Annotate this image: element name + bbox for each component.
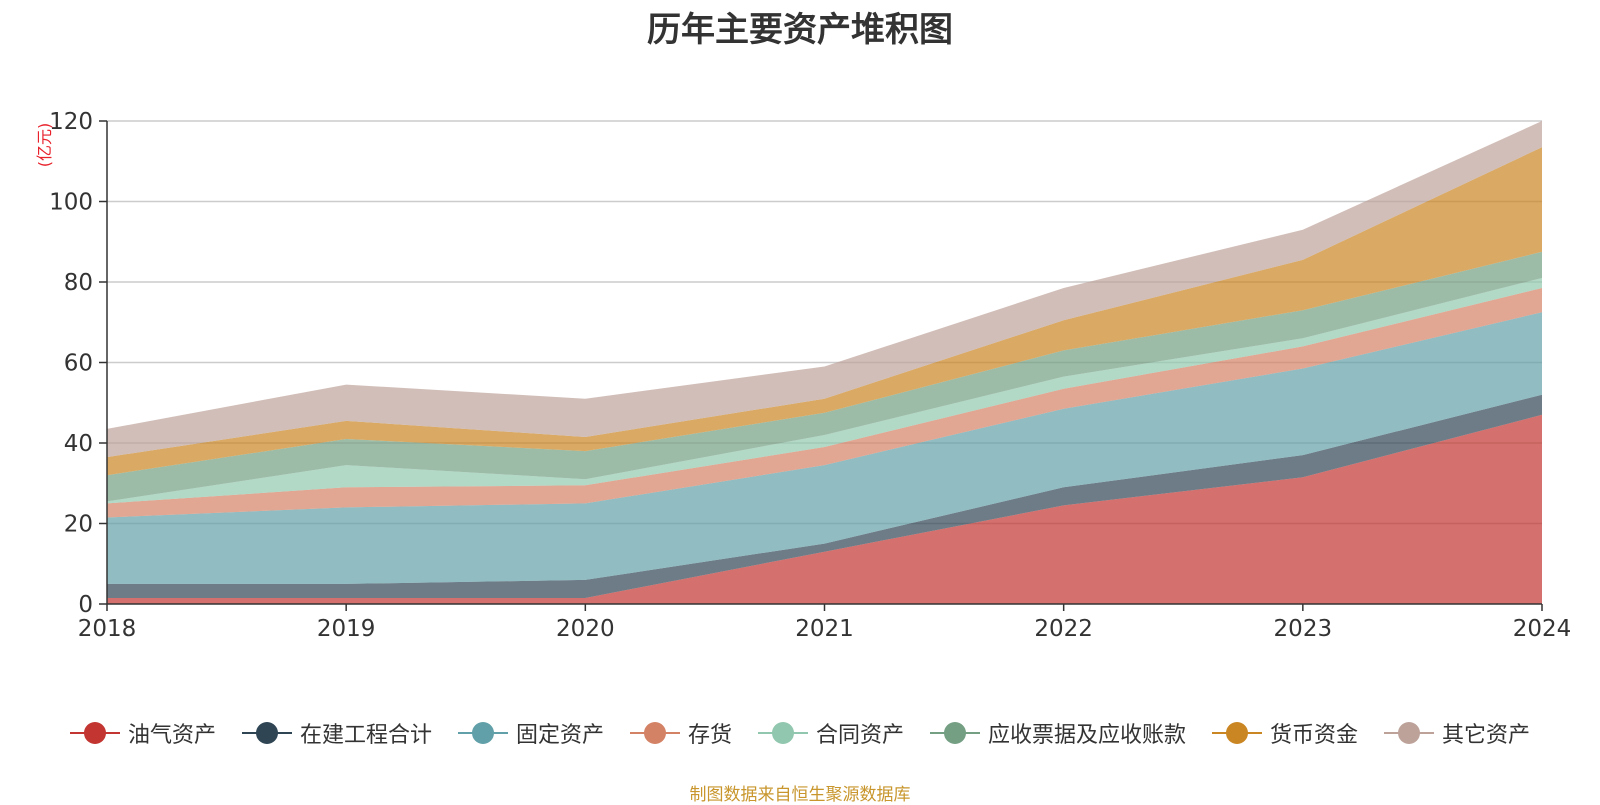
legend-item[interactable]: 合同资产 — [758, 717, 904, 749]
x-tick-label: 2023 — [1274, 616, 1333, 642]
legend-dot — [255, 722, 278, 744]
legend: 油气资产 在建工程合计 固定资产 存货 合同资产 应收票据及应收账款 货币资金 其它资产 — [0, 718, 1600, 748]
area-series-4 — [107, 288, 1542, 518]
legend-item[interactable]: 应收票据及应收账款 — [930, 717, 1186, 749]
x-tick-label: 2018 — [78, 616, 137, 642]
legend-label: 存货 — [687, 723, 732, 748]
legend-marker-icon — [1212, 722, 1263, 744]
legend-dot — [772, 722, 794, 744]
legend-marker-icon — [241, 722, 292, 744]
legend-marker-icon — [69, 722, 120, 744]
legend-dot — [1226, 722, 1249, 744]
legend-dot — [471, 722, 494, 744]
chart-title: 历年主要资产堆积图 — [647, 10, 953, 50]
legend-item[interactable]: 存货 — [629, 717, 732, 749]
legend-label: 货币资金 — [1270, 723, 1359, 748]
legend-label: 固定资产 — [515, 723, 604, 748]
x-tick-label: 2020 — [556, 616, 615, 642]
legend-marker-icon — [930, 722, 981, 744]
legend-label: 其它资产 — [1442, 723, 1531, 748]
y-tick-label: 0 — [78, 592, 93, 618]
legend-marker-icon — [457, 722, 508, 744]
legend-label: 在建工程合计 — [299, 723, 432, 748]
x-tick-label: 2022 — [1034, 616, 1093, 642]
y-tick-label: 20 — [64, 512, 93, 538]
x-tick-label: 2021 — [795, 616, 854, 642]
legend-marker-icon — [1384, 722, 1435, 744]
y-tick-label: 100 — [49, 190, 93, 216]
legend-label: 合同资产 — [816, 723, 905, 748]
legend-item[interactable]: 在建工程合计 — [241, 717, 432, 749]
legend-dot — [83, 722, 106, 744]
legend-item[interactable]: 油气资产 — [69, 717, 216, 749]
y-tick-label: 40 — [64, 431, 93, 457]
area-series-8 — [107, 121, 1542, 458]
legend-item[interactable]: 固定资产 — [457, 717, 604, 749]
source-note: 制图数据来自恒生聚源数据库 — [689, 785, 911, 805]
x-tick-label: 2024 — [1513, 616, 1572, 642]
legend-marker-icon — [758, 722, 808, 744]
area-series-7 — [107, 147, 1542, 476]
axes: 0 20 40 60 80 100 120 2018 2019 2020 2021 2022 2023 2… — [49, 109, 1571, 642]
y-axis-unit-label: (亿元) — [35, 123, 54, 168]
legend-item[interactable]: 货币资金 — [1212, 717, 1358, 749]
y-tick-label: 120 — [49, 109, 93, 135]
area-series-1 — [107, 414, 1542, 604]
area-series-5 — [107, 278, 1542, 504]
legend-item[interactable]: 其它资产 — [1384, 717, 1530, 749]
legend-dot — [944, 722, 967, 744]
legend-dot — [1398, 722, 1421, 744]
y-tick-label: 80 — [64, 270, 93, 296]
area-series — [107, 121, 1542, 604]
legend-label: 应收票据及应收账款 — [988, 723, 1187, 748]
legend-label: 油气资产 — [127, 723, 216, 748]
legend-dot — [643, 722, 666, 744]
y-tick-label: 60 — [64, 351, 93, 377]
legend-marker-icon — [629, 722, 680, 744]
area-series-6 — [107, 251, 1542, 502]
x-tick-label: 2019 — [317, 616, 376, 642]
area-series-3 — [107, 312, 1542, 584]
